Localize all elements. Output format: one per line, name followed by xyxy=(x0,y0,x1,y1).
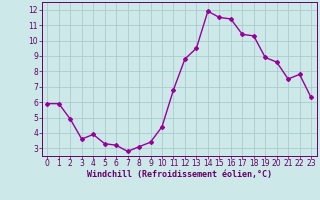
X-axis label: Windchill (Refroidissement éolien,°C): Windchill (Refroidissement éolien,°C) xyxy=(87,170,272,179)
